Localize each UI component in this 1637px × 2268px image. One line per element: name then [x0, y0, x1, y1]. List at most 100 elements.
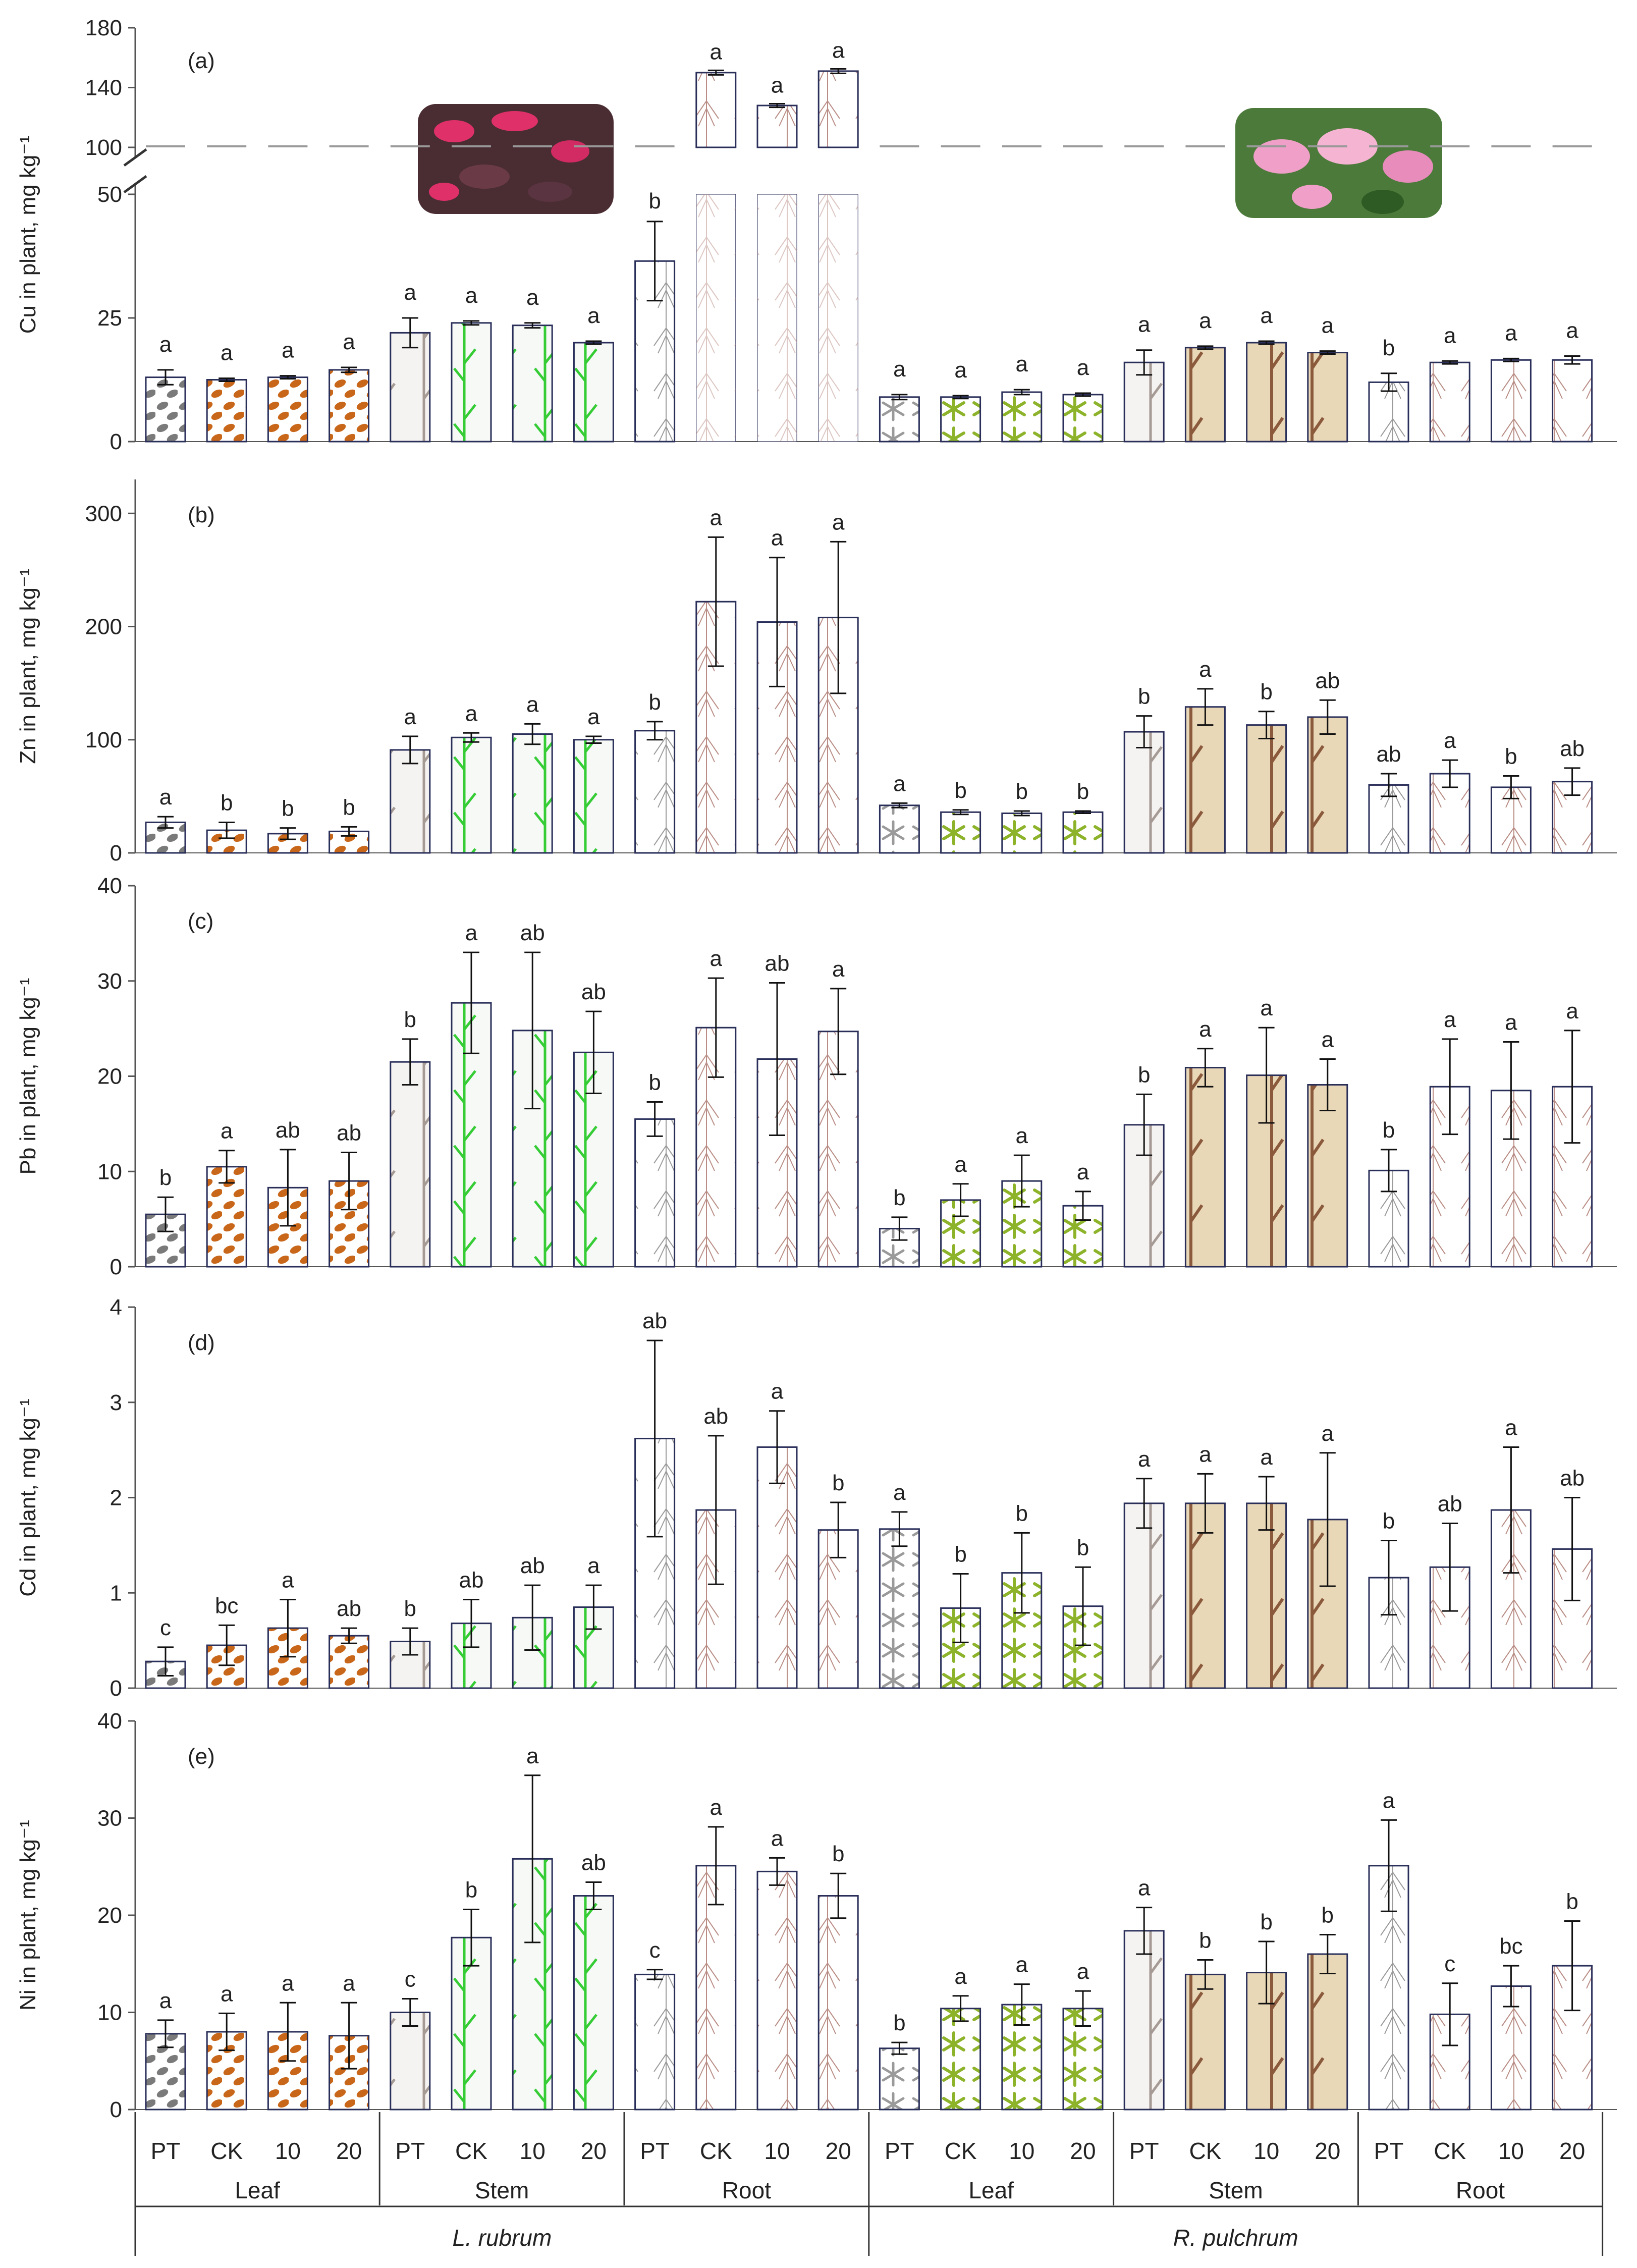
y-tick-label: 20	[97, 1064, 122, 1089]
y-tick-label: 10	[97, 2001, 122, 2025]
significance-letter: a	[282, 1568, 294, 1592]
y-tick-label: 180	[85, 16, 122, 40]
significance-letter: b	[404, 1007, 416, 1032]
bar	[695, 72, 737, 148]
tissue-label: Leaf	[235, 2177, 280, 2203]
significance-letter: a	[1016, 1953, 1028, 1977]
bar	[1123, 731, 1165, 854]
significance-letter: ab	[642, 1309, 667, 1333]
significance-letter: a	[1138, 1447, 1151, 1472]
significance-letter: a	[832, 38, 845, 63]
treatment-label: 20	[581, 2138, 607, 2164]
y-tick-label: 40	[97, 874, 122, 898]
treatment-label: PT	[640, 2138, 670, 2164]
significance-letter: b	[1016, 779, 1028, 804]
significance-letter: b	[159, 1165, 172, 1190]
significance-letter: a	[1260, 996, 1273, 1020]
bar-lower-fill	[696, 194, 736, 442]
significance-letter: b	[893, 1185, 905, 1210]
significance-letter: a	[1199, 657, 1212, 682]
treatment-label: PT	[151, 2138, 181, 2164]
bar	[1246, 724, 1287, 854]
bar	[145, 376, 186, 443]
significance-letter: a	[282, 338, 294, 363]
bar	[1184, 1502, 1226, 1689]
bar	[1184, 1067, 1226, 1268]
bar	[1307, 1953, 1348, 2111]
treatment-label: 10	[1498, 2138, 1524, 2164]
significance-letter: a	[771, 73, 784, 97]
bar	[817, 1031, 859, 1268]
significance-letter: a	[159, 332, 172, 357]
treatment-label: 10	[1253, 2138, 1279, 2164]
y-tick-label: 2	[110, 1486, 122, 1510]
treatment-label: CK	[210, 2138, 243, 2164]
significance-letter: a	[1566, 999, 1578, 1023]
significance-letter: ab	[1438, 1491, 1462, 1516]
bar	[1429, 361, 1470, 443]
bar	[267, 376, 308, 443]
treatment-label: 20	[1315, 2138, 1340, 2164]
bar	[756, 1870, 798, 2111]
bar	[1062, 394, 1104, 443]
bar	[879, 804, 920, 854]
significance-letter: a	[710, 39, 723, 64]
bar	[634, 730, 676, 854]
bar	[879, 2047, 920, 2111]
bar	[756, 1446, 798, 1689]
significance-letter: a	[1138, 312, 1151, 337]
significance-letter: a	[893, 1480, 906, 1505]
significance-letter: a	[221, 341, 233, 365]
significance-letter: b	[832, 1842, 844, 1866]
y-tick-label: 40	[97, 1709, 122, 1734]
y-tick-label: 0	[110, 1255, 122, 1279]
significance-letter: a	[159, 785, 172, 809]
treatment-label: CK	[1189, 2138, 1221, 2164]
bar	[573, 342, 614, 443]
significance-letter: a	[1322, 1028, 1334, 1052]
y-axis-title: Zn in plant, mg kg⁻¹	[16, 568, 40, 764]
treatment-label: 20	[1070, 2138, 1096, 2164]
bar	[940, 2008, 981, 2111]
photo-l-rubrum	[418, 104, 614, 214]
treatment-label: 10	[520, 2138, 545, 2164]
y-tick-label: 0	[110, 841, 122, 866]
species-label-l-rubrum: L. rubrum	[452, 2225, 552, 2251]
treatment-label: PT	[885, 2138, 914, 2164]
tissue-label: Stem	[1209, 2177, 1263, 2203]
significance-letter: a	[526, 692, 539, 717]
significance-letter: a	[1444, 323, 1456, 348]
significance-letter: a	[1199, 1017, 1212, 1042]
significance-letter: a	[404, 280, 417, 305]
significance-letter: b	[221, 790, 233, 815]
significance-letter: ab	[520, 921, 545, 945]
significance-letter: ab	[581, 1851, 606, 1875]
significance-letter: ab	[337, 1121, 361, 1146]
bar	[329, 1635, 370, 1689]
bar	[1184, 706, 1226, 854]
bar	[1184, 1973, 1226, 2111]
significance-letter: a	[1505, 1415, 1517, 1440]
y-tick-label: 30	[97, 969, 122, 994]
significance-letter: a	[1077, 1160, 1089, 1184]
panel-cu-chart: Cu in plant, mg kg⁻¹ (a) 0 25 50 100 140 180 a a a…	[16, 16, 1617, 454]
treatment-label: 20	[1559, 2138, 1585, 2164]
significance-letter: b	[1383, 1118, 1395, 1143]
significance-letter: a	[954, 1964, 967, 1989]
significance-letter: a	[526, 285, 539, 310]
bar	[451, 736, 492, 854]
y-tick-label: 140	[85, 76, 122, 100]
x-axis-labels: PT CK 10 20 PT CK 10 20 PT CK 10 20 PT CK 10 20 PT CK 10 20…	[134, 2112, 1604, 2256]
y-tick-label: 0	[110, 2097, 122, 2122]
significance-letter: c	[1444, 1952, 1455, 1976]
significance-letter: b	[1566, 1889, 1578, 1914]
bar	[695, 1865, 737, 2111]
y-tick-label: 1	[110, 1581, 122, 1605]
significance-letter: b	[954, 778, 966, 803]
significance-letter: a	[1505, 320, 1517, 345]
significance-letter: a	[710, 946, 723, 971]
significance-letter: a	[221, 1119, 233, 1144]
significance-letter: b	[1199, 1928, 1211, 1953]
